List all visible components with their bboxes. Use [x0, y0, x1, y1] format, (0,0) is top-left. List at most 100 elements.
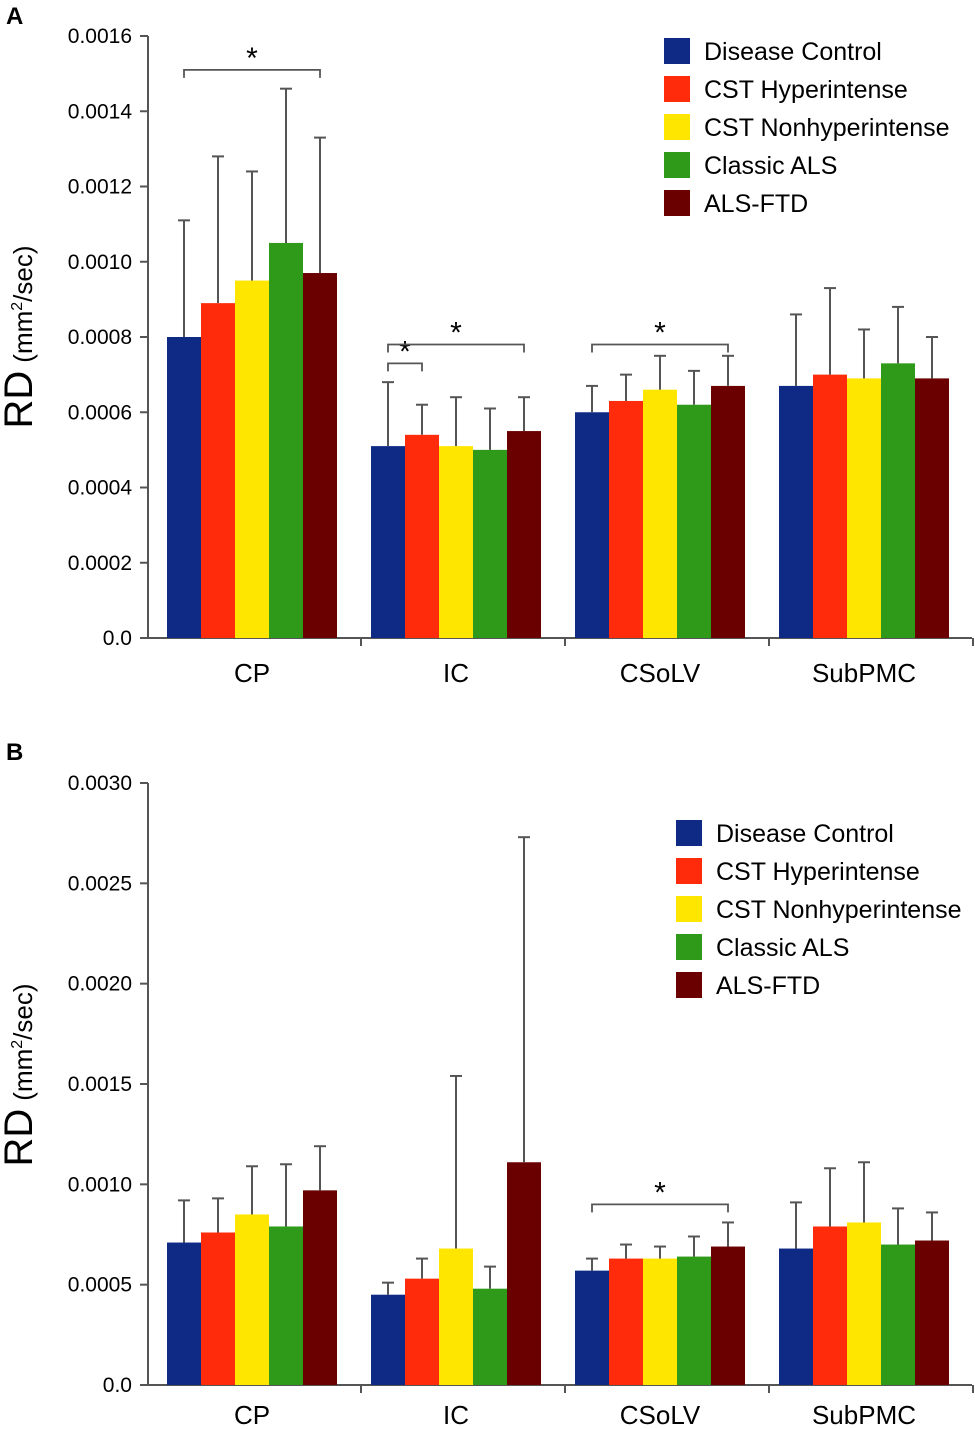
y-tick-label: 0.0008: [68, 326, 132, 349]
y-tick-label: 0.0016: [68, 25, 132, 48]
y-tick-label: 0.0006: [68, 401, 132, 424]
legend-entry: CST Nonhyperintense: [704, 114, 950, 142]
panel-label-b: B: [6, 739, 23, 766]
y-axis-label-unit: (mm: [8, 311, 38, 363]
bar: [677, 1256, 711, 1385]
y-tick-label: 0.0012: [68, 176, 132, 199]
y-axis-label-unit-end: /sec): [8, 983, 38, 1039]
bar: [235, 280, 269, 638]
bar: [677, 404, 711, 638]
bar: [847, 1222, 881, 1385]
bar: [609, 400, 643, 638]
significance-star: *: [450, 317, 462, 350]
significance-star: *: [246, 42, 258, 75]
legend-swatch: [664, 152, 690, 178]
y-axis-label-unit: (mm: [8, 1049, 38, 1101]
y-axis-label: RD (mm2/sec): [0, 245, 41, 428]
bar: [473, 449, 507, 638]
legend-entry: CST Hyperintense: [704, 76, 908, 104]
y-axis-label: RD (mm2/sec): [0, 983, 41, 1166]
y-axis-label-sup: 2: [9, 1040, 26, 1049]
y-tick-label: 0.0025: [68, 872, 132, 895]
bar: [235, 1214, 269, 1385]
bar: [643, 1258, 677, 1385]
bar: [507, 1162, 541, 1385]
bar: [779, 1248, 813, 1385]
bar: [711, 1246, 745, 1385]
significance-bracket: [387, 343, 525, 353]
y-tick-label: 0.0: [103, 1374, 132, 1397]
legend-swatch: [664, 114, 690, 140]
legend-swatch: [664, 76, 690, 102]
significance-star: *: [399, 335, 411, 368]
bar: [915, 1240, 949, 1385]
legend-swatch: [676, 934, 702, 960]
bar: [269, 242, 303, 638]
bar: [507, 431, 541, 638]
significance-bracket: [591, 343, 729, 353]
legend-entry: Disease Control: [716, 820, 894, 848]
legend-entry: ALS-FTD: [716, 972, 820, 1000]
legend-swatch: [664, 190, 690, 216]
legend-entry: CST Nonhyperintense: [716, 896, 962, 924]
bar: [779, 385, 813, 638]
y-axis-label-sup: 2: [9, 302, 26, 311]
y-tick-label: 0.0: [103, 627, 132, 650]
bar: [609, 1258, 643, 1385]
x-category-label: IC: [443, 1400, 469, 1429]
bar: [167, 1242, 201, 1385]
significance-bracket: [387, 362, 423, 372]
x-category-label: IC: [443, 658, 469, 688]
legend-entry: CST Hyperintense: [716, 858, 920, 886]
bar: [473, 1288, 507, 1385]
x-category-label: CSoLV: [620, 658, 701, 688]
legend-swatch: [676, 820, 702, 846]
chart-panel-a: 0.0 0.0002 0.0004 0.0006 0.0008 0.0010 0.0012 0…: [0, 25, 974, 688]
bar: [711, 385, 745, 638]
bar: [643, 389, 677, 638]
chart-panel-b: 0.0 0.0005 0.0010 0.0015 0.0020 0.0025 0.0030 C…: [0, 772, 974, 1429]
y-tick-label: 0.0030: [68, 772, 132, 795]
y-axis-label-main: RD: [0, 371, 41, 429]
bar: [575, 1270, 609, 1385]
bar: [303, 273, 337, 638]
bar: [813, 374, 847, 638]
bar: [405, 1278, 439, 1385]
y-tick-label: 0.0004: [68, 477, 133, 500]
bar: [439, 1248, 473, 1385]
significance-bracket: [183, 68, 321, 78]
legend-entry: ALS-FTD: [704, 190, 808, 218]
bar: [269, 1226, 303, 1385]
bar: [847, 378, 881, 638]
bar: [881, 363, 915, 638]
significance-star: *: [654, 1176, 666, 1209]
x-category-label: SubPMC: [812, 658, 916, 688]
y-axis-label-main: RD: [0, 1109, 41, 1167]
bar: [303, 1190, 337, 1385]
x-category-label: CP: [234, 658, 270, 688]
x-category-label: CP: [234, 1400, 270, 1429]
y-tick-label: 0.0002: [68, 552, 132, 575]
legend-entry: Classic ALS: [716, 934, 849, 962]
bar: [405, 434, 439, 638]
significance-bracket: [591, 1203, 729, 1213]
legend-swatch: [676, 858, 702, 884]
y-tick-label: 0.0010: [68, 1173, 132, 1196]
bar: [813, 1226, 847, 1385]
legend-entry: Disease Control: [704, 38, 882, 66]
panel-label-a: A: [6, 3, 23, 30]
x-category-label: SubPMC: [812, 1400, 916, 1429]
bar: [439, 446, 473, 638]
legend-entry: Classic ALS: [704, 152, 837, 180]
bar: [371, 446, 405, 638]
y-tick-label: 0.0020: [68, 973, 132, 996]
y-tick-label: 0.0010: [68, 251, 132, 274]
legend-swatch: [676, 896, 702, 922]
significance-star: *: [654, 317, 666, 350]
bar: [201, 1232, 235, 1385]
bar: [371, 1294, 405, 1385]
x-category-label: CSoLV: [620, 1400, 701, 1429]
bar: [167, 337, 201, 638]
bar: [575, 412, 609, 638]
